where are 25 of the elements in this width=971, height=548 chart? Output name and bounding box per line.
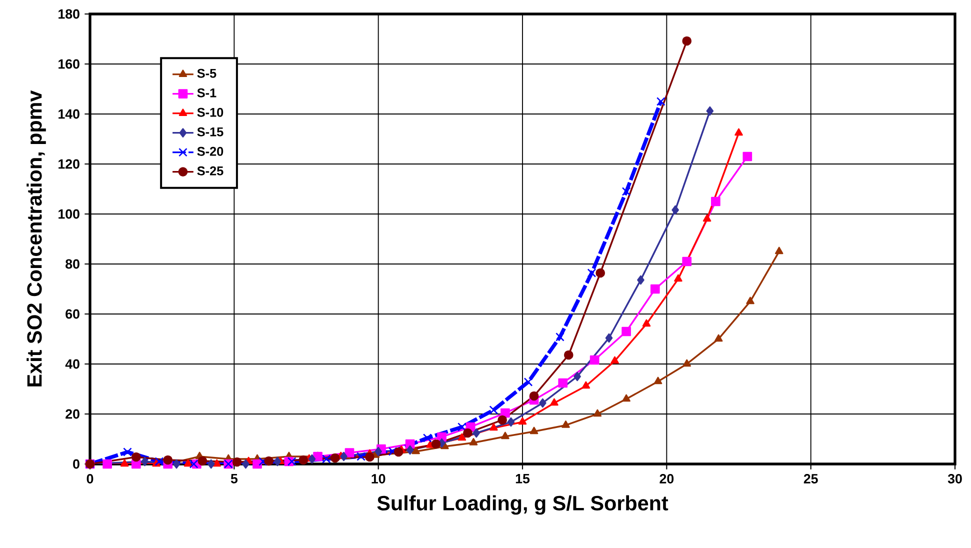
y-tick-label: 160 — [58, 59, 80, 69]
y-tick-label: 0 — [73, 459, 80, 469]
legend-label: S-15 — [197, 127, 224, 136]
y-tick-label: 120 — [58, 159, 80, 169]
x-tick-label: 5 — [230, 474, 238, 484]
legend-label: S-5 — [197, 68, 216, 78]
x-axis-title: Sulfur Loading, g S/L Sorbent — [377, 495, 668, 515]
y-tick-label: 80 — [66, 259, 80, 269]
y-tick-label: 100 — [58, 209, 80, 219]
legend-label: S-10 — [197, 108, 224, 117]
x-tick-label: 10 — [372, 474, 386, 484]
legend-label: S-20 — [197, 146, 224, 156]
y-tick-label: 60 — [66, 309, 80, 319]
x-tick-label: 0 — [86, 474, 94, 484]
x-tick-label: 30 — [948, 474, 962, 484]
y-tick-label: 20 — [66, 409, 80, 419]
x-tick-label: 25 — [804, 474, 818, 484]
y-axis-title: Exit SO2 Concentration, ppmv — [26, 90, 46, 386]
y-tick-label: 40 — [65, 359, 80, 369]
legend-label: S-25 — [197, 166, 224, 176]
y-tick-label: 180 — [58, 9, 80, 19]
legend-label: S-1 — [197, 88, 216, 98]
x-tick-label: 15 — [516, 474, 530, 484]
y-tick-label: 140 — [58, 109, 80, 119]
x-tick-label: 20 — [660, 474, 674, 484]
